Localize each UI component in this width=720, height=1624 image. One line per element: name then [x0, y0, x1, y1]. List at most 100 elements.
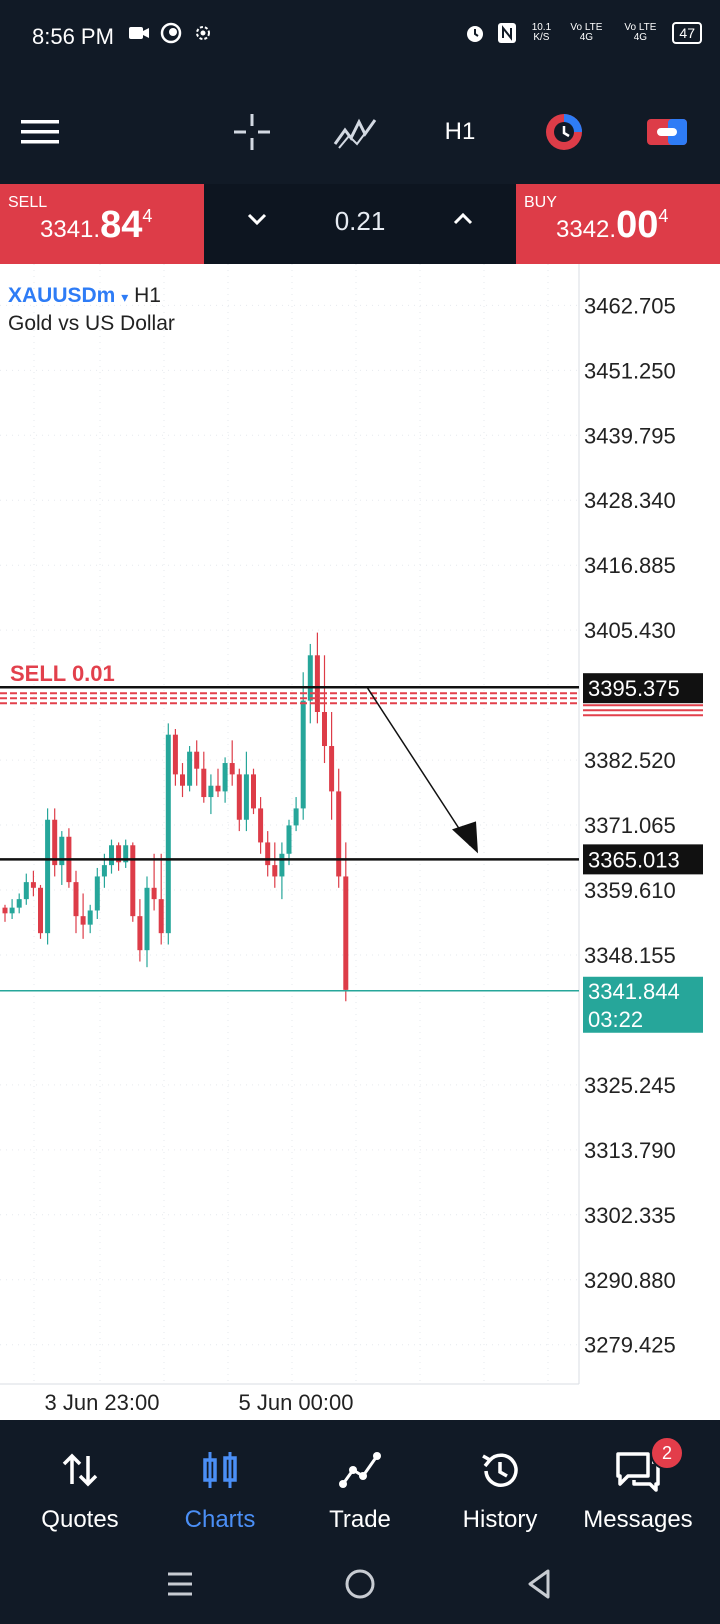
- candle-body: [144, 887, 150, 951]
- sell-price-prefix: 3341.: [40, 216, 101, 243]
- quotes-icon: [10, 1450, 150, 1490]
- candle-body: [172, 734, 178, 775]
- sell-label: SELL: [8, 194, 48, 211]
- battery-indicator: 47: [672, 22, 702, 44]
- candle-body: [123, 845, 129, 863]
- candle-body: [80, 916, 86, 925]
- nav-quotes[interactable]: Quotes: [10, 1420, 150, 1544]
- candle-body: [73, 882, 79, 917]
- bid-price-label: 3341.844: [588, 979, 680, 1004]
- candle-body: [180, 774, 185, 786]
- candle-body: [2, 907, 8, 914]
- system-navigation: [0, 1544, 720, 1624]
- decrease-lot-button[interactable]: [246, 208, 268, 235]
- candle-body: [165, 734, 171, 934]
- home-icon[interactable]: [340, 1564, 380, 1604]
- crosshair-icon[interactable]: [230, 110, 274, 154]
- nav-quotes-label: Quotes: [41, 1506, 119, 1533]
- back-icon[interactable]: [520, 1564, 560, 1604]
- status-left-icons: [128, 22, 214, 44]
- candle-countdown-label: 03:22: [588, 1007, 643, 1032]
- horizontal-line-price-label: 3365.013: [588, 847, 680, 872]
- x-tick-label: 5 Jun 00:00: [239, 1390, 354, 1415]
- symbol-name[interactable]: XAUUSDm: [8, 284, 116, 307]
- candle-body: [272, 865, 278, 877]
- candle-body: [208, 785, 214, 798]
- candle-body: [59, 836, 65, 866]
- y-tick-label: 3462.705: [584, 293, 676, 318]
- candle-body: [158, 899, 164, 934]
- sell-order-price-label: 3395.375: [588, 676, 680, 701]
- nav-messages[interactable]: 2 Messages: [568, 1420, 708, 1544]
- candle-body: [194, 751, 200, 769]
- y-tick-label: 3416.885: [584, 553, 676, 578]
- hamburger-icon[interactable]: [20, 110, 60, 154]
- candle-body: [201, 768, 207, 798]
- y-tick-label: 3405.430: [584, 618, 676, 643]
- timeframe-selector[interactable]: H1: [444, 118, 476, 145]
- lot-size-value[interactable]: 0.21: [334, 206, 386, 236]
- account-icon[interactable]: [646, 110, 688, 154]
- chart-toolbar: H1: [0, 80, 720, 184]
- candle-body: [9, 907, 15, 914]
- candle-body: [229, 763, 235, 775]
- candle-body: [329, 746, 335, 792]
- sell-price: 3341.844: [40, 204, 152, 247]
- candle-body: [109, 845, 114, 866]
- symbol-description: Gold vs US Dollar: [8, 312, 175, 335]
- candle-body: [94, 876, 100, 911]
- y-tick-label: 3302.335: [584, 1203, 676, 1228]
- sell-button[interactable]: SELL 3341.844: [0, 184, 204, 264]
- candle-body: [236, 774, 242, 820]
- status-bar: 8:56 PM 10.1 K/S Vo LTE 4G Vo LTE 4G 47: [0, 0, 720, 80]
- candle-body: [130, 845, 136, 917]
- trend-arrow-head: [452, 821, 478, 854]
- sell-order-price-tag: [583, 673, 703, 704]
- chevron-up-icon: [453, 212, 473, 225]
- sim2-status: Vo LTE 4G: [624, 22, 657, 43]
- price-chart[interactable]: 3462.705 3451.250 3439.795 3428.340 3416.885…: [0, 264, 720, 1420]
- one-click-trading-icon[interactable]: [544, 110, 584, 154]
- horizontal-line-price-tag: [583, 844, 703, 875]
- candle-body: [314, 655, 320, 712]
- recents-icon[interactable]: [160, 1564, 200, 1604]
- trend-arrow-line: [366, 686, 471, 846]
- charts-icon: [150, 1450, 290, 1490]
- candle-body: [243, 774, 249, 820]
- sell-price-sup: 4: [142, 206, 153, 226]
- candle-body: [279, 853, 285, 877]
- sim1-status: Vo LTE 4G: [570, 22, 603, 43]
- symbol-dropdown-icon[interactable]: ▾: [121, 289, 129, 305]
- nav-charts[interactable]: Charts: [150, 1420, 290, 1544]
- nav-history[interactable]: History: [430, 1420, 570, 1544]
- y-tick-label: 3290.880: [584, 1268, 676, 1293]
- y-tick-label: 3348.155: [584, 943, 676, 968]
- nav-trade[interactable]: Trade: [290, 1420, 430, 1544]
- network-speed: 10.1 K/S: [531, 22, 552, 43]
- candle-body: [222, 763, 228, 792]
- chart-canvas[interactable]: 3462.705 3451.250 3439.795 3428.340 3416.885…: [0, 264, 720, 1420]
- video-icon: [128, 22, 150, 44]
- indicators-icon[interactable]: [332, 110, 378, 154]
- candle-body: [258, 808, 264, 843]
- candle-body: [286, 825, 292, 854]
- candle-body: [116, 845, 122, 863]
- candle-body: [137, 916, 143, 951]
- increase-lot-button[interactable]: [452, 208, 474, 235]
- buy-label: BUY: [524, 194, 557, 211]
- candle-body: [336, 791, 342, 877]
- candle-body: [101, 865, 107, 877]
- candle-body: [16, 899, 22, 908]
- status-time: 8:56 PM: [32, 24, 114, 49]
- buy-button[interactable]: BUY 3342.004: [516, 184, 720, 264]
- y-tick-label: 3439.795: [584, 423, 676, 448]
- y-tick-label: 3313.790: [584, 1138, 676, 1163]
- nav-trade-label: Trade: [329, 1506, 391, 1533]
- history-icon: [430, 1450, 570, 1490]
- nav-messages-label: Messages: [583, 1506, 693, 1533]
- candle-body: [215, 785, 221, 792]
- sell-order-label: SELL 0.01: [10, 661, 115, 686]
- buy-price: 3342.004: [556, 204, 668, 247]
- x-tick-label: 3 Jun 23:00: [45, 1390, 160, 1415]
- candle-body: [52, 819, 58, 866]
